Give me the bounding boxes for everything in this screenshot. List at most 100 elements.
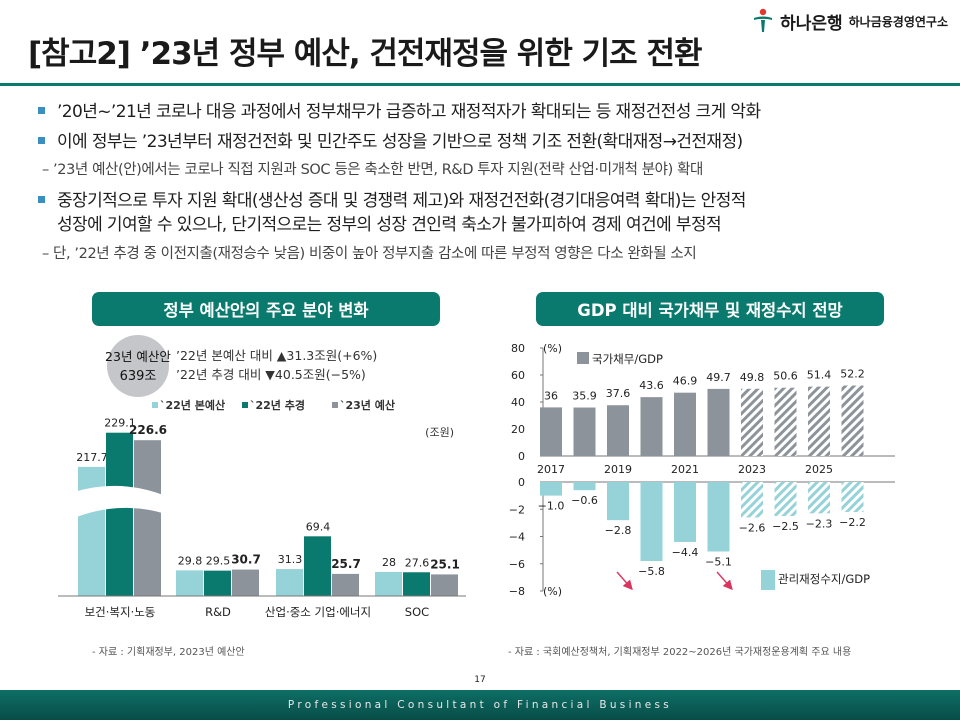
left-bar-label-3-2: 25.1 <box>430 557 460 571</box>
balance-bar-2018 <box>573 482 596 491</box>
bottom-ytick-0: 0 <box>518 476 525 489</box>
summary-circle-line2: 639조 <box>120 369 157 384</box>
bullet-3: 중장기적으로 투자 지원 확대(생산성 증대 및 경쟁력 제고)와 재정건전화(… <box>38 186 746 211</box>
debt-bar-2019 <box>607 405 629 456</box>
debt-bar-2022 <box>707 388 730 456</box>
bullet-square-icon <box>38 106 45 114</box>
trend-arrow-2 <box>716 571 733 591</box>
bottom-ytick-3: −6 <box>509 558 525 571</box>
top-unit-label: (%) <box>543 342 562 355</box>
debt-bar-2025 <box>808 386 830 456</box>
top-ytick-3: 20 <box>511 423 525 436</box>
left-bar-label-3-0: 28 <box>382 556 396 569</box>
left-bar-0-1 <box>106 432 133 596</box>
balance-label-2026: −2.2 <box>839 516 866 529</box>
xtick-2017: 2017 <box>537 463 565 476</box>
left-unit-label: (조원) <box>425 426 454 439</box>
debt-label-2020: 43.6 <box>639 379 664 392</box>
bullet-2: 이에 정부는 ’23년부터 재정건전화 및 민간주도 성장을 기반으로 정책 기… <box>38 127 743 152</box>
balance-label-2018: −0.6 <box>571 494 598 507</box>
balance-label-2024: −2.5 <box>772 520 799 533</box>
xtick-2021: 2021 <box>671 463 699 476</box>
right-chart-title: GDP 대비 국가채무 및 재정수지 전망 <box>536 292 884 326</box>
summary-circle <box>107 335 169 397</box>
debt-label-2018: 35.9 <box>572 390 597 403</box>
balance-bar-2020 <box>640 482 663 562</box>
left-bar-0-0 <box>78 466 105 596</box>
bottom-ytick-2: −4 <box>509 531 525 544</box>
bullet-3-text: 중장기적으로 투자 지원 확대(생산성 증대 및 경쟁력 제고)와 재정건전화(… <box>57 191 746 211</box>
bottom-legend-swatch <box>761 570 775 590</box>
debt-label-2022: 49.7 <box>706 371 731 384</box>
sub-bullet-1: – ’23년 예산(안)에서는 코로나 직접 지원과 SOC 등은 축소한 반면… <box>42 162 703 178</box>
summary-line2: ’22년 추경 대비 ▼40.5조원(−5%) <box>176 367 366 382</box>
debt-bar-2021 <box>674 392 696 456</box>
axis-break <box>74 485 166 518</box>
left-bar-label-2-2: 25.7 <box>331 557 361 571</box>
left-bar-label-0-0: 217.7 <box>76 451 108 464</box>
debt-bar-2023 <box>741 388 763 456</box>
bullet-square-icon <box>38 195 45 203</box>
debt-label-2023: 49.8 <box>740 371 765 384</box>
balance-bar-2025 <box>808 482 830 514</box>
top-legend-label: 국가채무/GDP <box>592 352 663 366</box>
left-bar-label-2-0: 31.3 <box>278 553 303 566</box>
bullet-square-icon <box>38 136 45 144</box>
balance-bar-2021 <box>674 482 696 542</box>
bullet-2-text: 이에 정부는 ’23년부터 재정건전화 및 민간주도 성장을 기반으로 정책 기… <box>57 132 743 152</box>
budget-chart: 23년 예산안 639조 ’22년 본예산 대비 ▲31.3조원(+6%) ’2… <box>58 335 466 619</box>
balance-label-2023: −2.6 <box>739 521 766 534</box>
hana-logo-icon <box>754 8 773 32</box>
left-bar-label-3-1: 27.6 <box>405 556 430 569</box>
balance-label-2022: −5.1 <box>705 555 732 568</box>
left-xlabel-2: 산업·중소 기업·에너지 <box>265 605 371 619</box>
balance-bar-2023 <box>741 482 763 518</box>
left-xlabel-3: SOC <box>405 605 429 619</box>
logo-brand: 하나은행 <box>780 13 843 34</box>
left-bar-label-1-2: 30.7 <box>231 553 261 567</box>
company-logo: 하나은행 하나금융경영연구소 <box>752 8 948 34</box>
left-legend: `22년 본예산 `22년 추경 `23년 예산 <box>152 398 395 412</box>
xtick-2019: 2019 <box>604 463 632 476</box>
debt-bar-2026 <box>841 385 864 456</box>
balance-label-2021: −4.4 <box>672 546 699 559</box>
top-ytick-4: 0 <box>518 450 525 463</box>
top-ytick-2: 40 <box>511 396 525 409</box>
balance-bar-2019 <box>607 482 629 521</box>
debt-label-2017: 36 <box>544 389 558 402</box>
summary-circle-line1: 23년 예산안 <box>105 349 171 364</box>
balance-label-2020: −5.8 <box>638 565 665 578</box>
left-bar-label-2-1: 69.4 <box>306 520 331 533</box>
logo-subtitle: 하나금융경영연구소 <box>848 14 948 29</box>
debt-balance-chart: 80 60 40 20 0 (%) 국가채무/GDP 36 35.9 37.6 43.6 46.9 49… <box>509 342 895 598</box>
page-title: [참고2] ’23년 정부 예산, 건전재정을 위한 기조 전환 <box>28 36 703 72</box>
balance-label-2019: −2.8 <box>605 524 632 537</box>
balance-label-2017: −1.0 <box>538 500 565 513</box>
left-bar-3-2 <box>431 574 458 596</box>
debt-label-2021: 46.9 <box>673 375 698 388</box>
bottom-ytick-4: −8 <box>509 585 525 598</box>
footer-bar: Professional Consultant of Financial Bus… <box>0 690 960 720</box>
page-number: 17 <box>474 675 486 685</box>
left-bar-1-0 <box>176 570 203 596</box>
legend-label-1: `22년 추경 <box>250 398 305 412</box>
sub-bullet-2: – 단, ’22년 추경 중 이전지출(재정승수 낮음) 비중이 높아 정부지출… <box>42 246 697 262</box>
legend-label-0: `22년 본예산 <box>160 398 225 412</box>
left-chart-title: 정부 예산안의 주요 분야 변화 <box>92 292 440 326</box>
bottom-ytick-1: −2 <box>509 503 525 516</box>
top-ytick-1: 60 <box>511 369 525 382</box>
left-source-note: - 자료 : 기획재정부, 2023년 예산안 <box>92 647 245 658</box>
legend-swatch-1 <box>242 402 248 408</box>
left-bar-1-1 <box>204 570 231 596</box>
top-ytick-0: 80 <box>511 342 525 355</box>
bottom-unit-label: (%) <box>543 585 562 598</box>
balance-label-2025: −2.3 <box>806 517 833 530</box>
debt-label-2019: 37.6 <box>606 387 631 400</box>
bullet-1-text: ’20년~’21년 코로나 대응 과정에서 정부채무가 급증하고 재정적자가 확… <box>57 102 761 122</box>
bullet-3-line2: 성장에 기여할 수 있으나, 단기적으로는 정부의 성장 견인력 축소가 불가피… <box>57 215 722 235</box>
left-bar-label-1-0: 29.8 <box>178 554 203 567</box>
balance-bar-2017 <box>540 482 562 496</box>
bullet-1: ’20년~’21년 코로나 대응 과정에서 정부채무가 급증하고 재정적자가 확… <box>38 97 761 122</box>
left-bar-1-2 <box>232 569 259 596</box>
left-bar-0-2 <box>134 440 161 596</box>
